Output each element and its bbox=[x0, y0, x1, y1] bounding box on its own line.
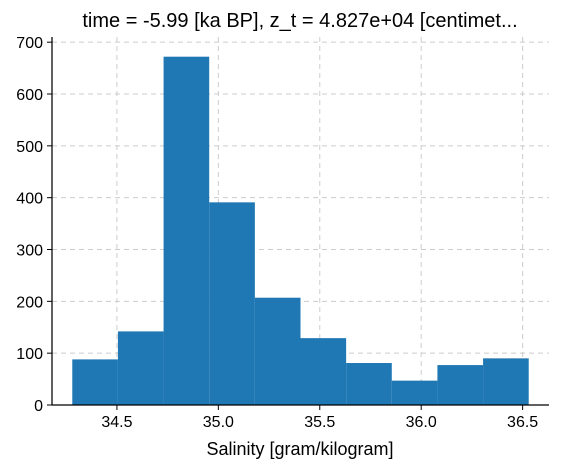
chart-title: time = -5.99 [ka BP], z_t = 4.827e+04 [c… bbox=[82, 10, 517, 32]
histogram-bar bbox=[392, 381, 438, 405]
x-tick-label: 34.5 bbox=[101, 414, 132, 431]
x-tick-label: 35.0 bbox=[203, 414, 234, 431]
histogram-bar bbox=[118, 331, 164, 405]
y-tick-label: 500 bbox=[16, 139, 43, 156]
y-tick-label: 700 bbox=[16, 35, 43, 52]
histogram-bar bbox=[255, 298, 301, 405]
y-ticks: 0 100 200 300 400 500 600 700 bbox=[16, 35, 52, 415]
histogram-bar bbox=[72, 359, 118, 405]
x-tick-label: 36.5 bbox=[507, 414, 538, 431]
histogram-bar bbox=[437, 365, 483, 405]
histogram-bar bbox=[301, 338, 347, 405]
y-tick-label: 300 bbox=[16, 243, 43, 260]
histogram-bar bbox=[483, 358, 529, 405]
x-ticks: 34.5 35.0 35.5 36.0 36.5 bbox=[101, 405, 538, 431]
x-axis-label: Salinity [gram/kilogram] bbox=[206, 439, 393, 459]
x-tick-label: 36.0 bbox=[406, 414, 437, 431]
y-tick-label: 0 bbox=[34, 398, 43, 415]
histogram-bar bbox=[209, 202, 255, 405]
y-tick-label: 100 bbox=[16, 346, 43, 363]
y-tick-label: 400 bbox=[16, 191, 43, 208]
histogram-bar bbox=[164, 57, 210, 405]
y-tick-label: 200 bbox=[16, 294, 43, 311]
y-tick-label: 600 bbox=[16, 87, 43, 104]
histogram-bar bbox=[346, 363, 392, 405]
x-tick-label: 35.5 bbox=[304, 414, 335, 431]
